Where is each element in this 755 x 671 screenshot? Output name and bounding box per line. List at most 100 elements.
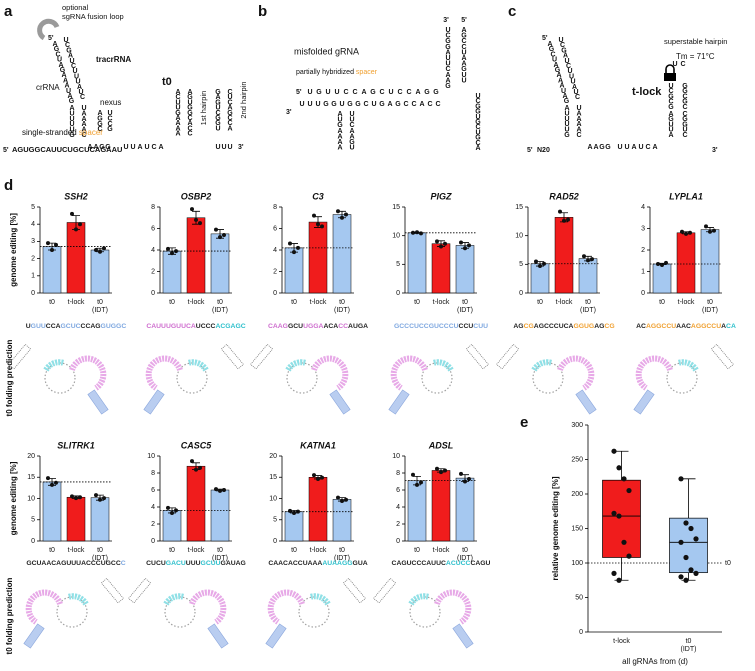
x-tick-label: t0 (IDT) (457, 299, 473, 314)
y-tick-label: 4 (31, 221, 35, 228)
nucleotide: A (337, 133, 342, 140)
label-line: (IDT) (580, 307, 596, 314)
label-part: spacer (79, 128, 103, 137)
label: misfolded gRNA (294, 46, 359, 56)
cyan-region (285, 359, 307, 372)
replicate-point (344, 212, 348, 217)
nucleotide: A (461, 55, 466, 62)
pink-region (311, 355, 349, 391)
spacer-label: single-stranded spacer (22, 128, 103, 137)
bar (455, 477, 475, 542)
nucleotide: A (61, 72, 66, 79)
nucleotide: A (97, 110, 102, 117)
nucleotide: U (72, 68, 77, 75)
nucleotide: A (349, 128, 354, 135)
label: 3' (712, 147, 718, 154)
nucleotide: A (559, 82, 564, 89)
data-point (616, 513, 622, 519)
bar (676, 232, 696, 294)
sequence-segment: ACUCC (446, 560, 471, 567)
label-line: t-lock (188, 547, 205, 554)
bar (407, 232, 427, 294)
nucleotide: U (144, 144, 149, 151)
y-axis-label: genome editing [%] (9, 461, 18, 535)
blue-stem (87, 389, 109, 415)
y-tick-label: 0 (519, 290, 523, 297)
data-point (611, 448, 617, 454)
y-tick-label: 0 (273, 290, 277, 297)
blue-stem (388, 389, 410, 415)
sequence-segment: AUAAGG (322, 560, 352, 567)
folding-sketch (633, 343, 734, 415)
nucleotide: C (645, 144, 650, 151)
panel-letter: d (4, 177, 13, 194)
replicate-point (419, 480, 423, 485)
nucleotide: A (419, 101, 424, 108)
nucleotide: G (461, 66, 467, 73)
nucleotide: G (97, 115, 103, 122)
x-tick-label: t-lock (613, 638, 630, 645)
label-line: t0 (414, 547, 420, 554)
replicate-point (463, 479, 467, 484)
nucleotide: G (555, 67, 561, 74)
nucleotide: G (349, 139, 355, 146)
nucleotide: C (682, 132, 687, 139)
nucleotide: U (315, 101, 320, 108)
label-line: t0 (339, 547, 345, 554)
nucleotide: G (682, 116, 688, 123)
y-tick-label: 5 (31, 517, 35, 524)
replicate-point (680, 229, 684, 234)
replicate-point (98, 497, 102, 502)
replicate-point (190, 459, 194, 464)
x-tick-label: t0 (414, 299, 420, 306)
nucleotide: A (576, 110, 581, 117)
bar (284, 247, 304, 294)
y-tick-label: 2 (151, 521, 155, 528)
replicate-point (78, 222, 82, 227)
replicate-point (712, 228, 716, 233)
nucleotide: U (668, 83, 673, 90)
nucleotide: U (668, 121, 673, 128)
sequence: GCUAACAGUUUACCCUGCCC (26, 560, 125, 567)
label: superstable hairpin (664, 37, 727, 46)
pink-region (267, 589, 305, 625)
y-tick-label: 2 (151, 268, 155, 275)
replicate-point (194, 217, 198, 222)
nucleotide: C (680, 61, 685, 68)
replicate-point (566, 217, 570, 222)
nucleotide: G (69, 132, 75, 139)
y-tick-label: 0 (396, 538, 400, 545)
sequence-segment: CG (604, 323, 614, 330)
label: nexus (100, 98, 121, 107)
label-line: t-lock (68, 547, 85, 554)
folding-sketch (143, 343, 244, 415)
nucleotide: A (668, 111, 673, 118)
gray-stem (220, 343, 244, 370)
label: 2nd hairpin (239, 81, 248, 118)
nucleotide: G (424, 89, 430, 96)
nucleotide: C (227, 89, 232, 96)
data-point (611, 570, 617, 576)
x-tick-label: t0 (IDT) (457, 547, 473, 562)
replicate-point (170, 510, 174, 515)
replicate-point (98, 249, 102, 254)
pink-region (145, 355, 183, 391)
replicate-point (94, 493, 98, 498)
y-tick-label: 20 (269, 453, 277, 460)
replicate-point (74, 496, 78, 501)
nucleotide: G (682, 83, 688, 90)
data-point (621, 476, 627, 482)
bar (332, 499, 352, 542)
nucleotide: A (81, 116, 86, 123)
sequence-segment: CUU (473, 323, 488, 330)
y-tick-label: 4 (151, 504, 155, 511)
nucleotide: U (445, 27, 450, 34)
nucleotide: A (227, 125, 232, 132)
x-tick-label: t0 (IDT) (212, 299, 228, 314)
nucleotide: U (78, 89, 83, 96)
folding-sketch (265, 577, 366, 649)
data-point (678, 574, 684, 580)
